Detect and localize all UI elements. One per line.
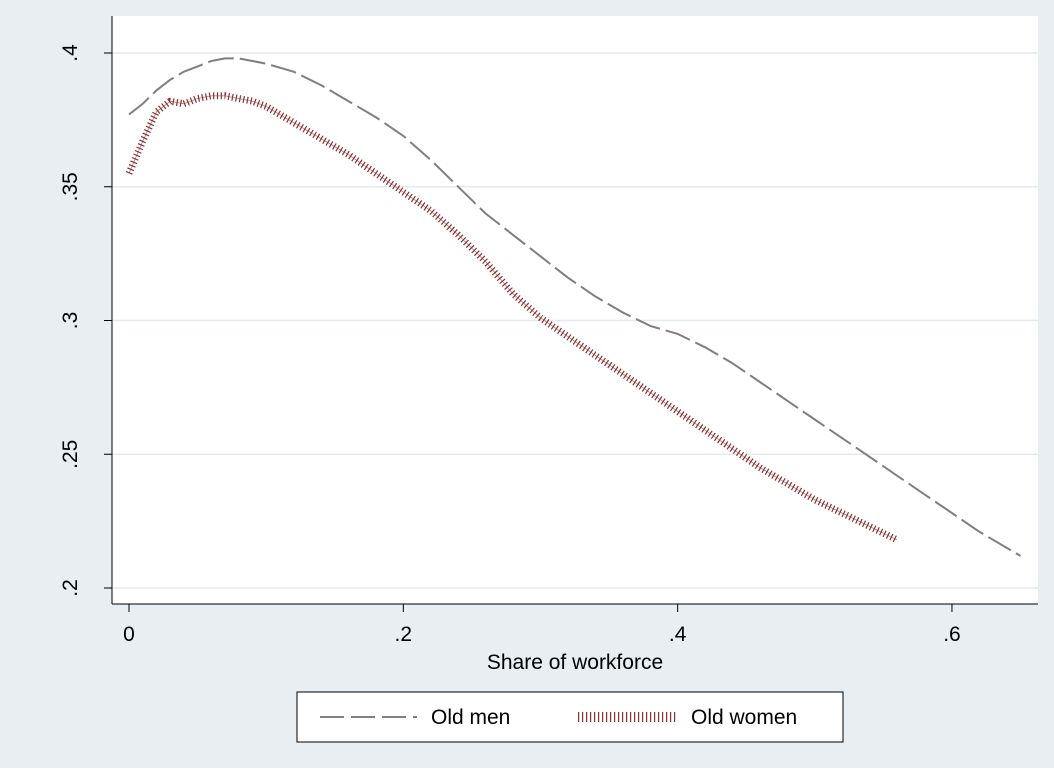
y-tick-label: .35: [59, 172, 82, 201]
y-tick-label: .3: [59, 312, 82, 330]
y-tick-label: .25: [59, 440, 82, 469]
x-axis-title: Share of workforce: [487, 651, 663, 674]
y-tick-label: .2: [59, 579, 82, 597]
x-tick-label: .6: [943, 623, 961, 646]
legend: Old men Old women: [297, 692, 843, 742]
legend-label-old-men: Old men: [431, 706, 510, 729]
y-tick-label: .4: [59, 44, 82, 62]
legend-label-old-women: Old women: [691, 706, 797, 729]
x-tick-label: .4: [669, 623, 687, 646]
x-tick-label: .2: [395, 623, 413, 646]
x-tick-label: 0: [123, 623, 135, 646]
